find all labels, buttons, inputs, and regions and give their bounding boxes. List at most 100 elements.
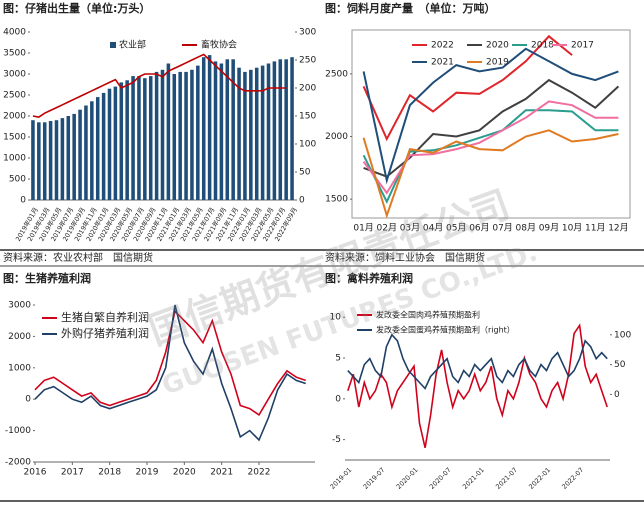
legend-label: 2020 bbox=[486, 41, 509, 51]
series-line bbox=[32, 53, 287, 118]
chart-title: 图：生猪养殖利润 bbox=[3, 271, 91, 285]
x-tick-label: 12月 bbox=[608, 223, 628, 234]
bar bbox=[166, 63, 171, 200]
y-tick-label: 4000 bbox=[3, 28, 26, 38]
legend-label: 2017 bbox=[571, 41, 594, 51]
bar bbox=[284, 59, 288, 200]
bar bbox=[90, 101, 94, 200]
y-tick-label: 0 bbox=[25, 395, 31, 405]
bar bbox=[201, 57, 206, 201]
y-tick-label: -2000 bbox=[5, 458, 31, 468]
x-tick-label: 02月 bbox=[377, 223, 397, 234]
bar bbox=[184, 71, 188, 201]
bar bbox=[272, 61, 277, 201]
y2-tick-label: 0 bbox=[299, 196, 305, 206]
x-tick-label: 06月 bbox=[469, 223, 489, 234]
y-tick-label: 1000 bbox=[8, 363, 31, 373]
x-tick-label: 03月 bbox=[400, 223, 420, 234]
legend-label: 发改委全国肉鸡养殖预期盈利 bbox=[376, 310, 480, 320]
chart-title: 图：饲料月度产量 （单位：万吨） bbox=[325, 1, 496, 15]
y-tick-label: 1500 bbox=[325, 195, 348, 205]
bar bbox=[243, 71, 247, 201]
bar bbox=[219, 63, 224, 200]
bar bbox=[125, 80, 129, 200]
series-line bbox=[347, 323, 608, 448]
y-tick-label: 2000 bbox=[3, 112, 26, 122]
bar bbox=[231, 59, 235, 200]
x-tick-label: 05月 bbox=[446, 223, 466, 234]
bar bbox=[207, 55, 212, 200]
chart-title: 图：禽料养殖利润 bbox=[325, 271, 413, 285]
bar bbox=[137, 76, 141, 200]
legend-label: 2019 bbox=[486, 58, 509, 68]
series-line bbox=[347, 333, 608, 390]
x-tick-label: 2020 bbox=[173, 468, 196, 478]
bar bbox=[84, 105, 88, 200]
x-tick-label: 2020-01 bbox=[395, 466, 420, 491]
x-tick-label: 04月 bbox=[423, 223, 443, 234]
y-tick-label: -1000 bbox=[5, 426, 31, 436]
bar bbox=[119, 82, 124, 200]
legend-label: 发改委全国蛋鸡养殖预期盈利（right） bbox=[376, 325, 515, 335]
bar bbox=[66, 116, 71, 200]
y-tick-label: 2000 bbox=[8, 332, 31, 342]
y-tick-label: 0 bbox=[20, 196, 26, 206]
x-tick-label: 01月 bbox=[353, 223, 373, 234]
bar bbox=[78, 109, 82, 200]
bar bbox=[113, 86, 118, 200]
x-tick-label: 2016 bbox=[24, 468, 47, 478]
legend-label: 2018 bbox=[531, 41, 554, 51]
bar bbox=[160, 69, 165, 200]
x-tick-label: 10月 bbox=[562, 223, 582, 234]
bar bbox=[254, 67, 259, 200]
bar bbox=[95, 97, 100, 200]
legend-label: 生猪自繁自养利润 bbox=[61, 310, 149, 324]
y-tick-label: 10 bbox=[330, 313, 342, 323]
y-tick-label: 3000 bbox=[3, 70, 26, 80]
bar bbox=[178, 71, 182, 201]
bar bbox=[148, 76, 153, 200]
y2-tick-label: 200 bbox=[299, 84, 316, 94]
y-tick-label: 5 bbox=[335, 354, 341, 364]
y2-tick-label: 0 bbox=[614, 390, 620, 400]
y2-tick-label: 300 bbox=[299, 28, 316, 38]
bar bbox=[107, 88, 112, 200]
legend-label: 2022 bbox=[431, 41, 454, 51]
bar bbox=[143, 78, 147, 200]
series-line bbox=[34, 304, 306, 442]
bar bbox=[172, 74, 177, 200]
x-tick-label: 2020-07 bbox=[428, 466, 453, 491]
y2-tick-label: 50 bbox=[614, 360, 626, 370]
bar bbox=[42, 122, 47, 200]
x-tick-label: 07月 bbox=[492, 223, 512, 234]
bar bbox=[72, 113, 76, 200]
x-tick-label: 2019-07 bbox=[362, 466, 387, 491]
y2-tick-label: 100 bbox=[614, 330, 631, 340]
legend-label: 畜牧协会 bbox=[201, 39, 237, 51]
legend-swatch bbox=[110, 42, 116, 48]
bar bbox=[225, 59, 230, 200]
y-tick-label: 1000 bbox=[3, 154, 26, 164]
bar bbox=[266, 63, 271, 200]
bar bbox=[48, 121, 53, 200]
source: 资料来源：饲料工业协会 国信期货 bbox=[325, 251, 485, 264]
bar bbox=[54, 120, 59, 200]
y-tick-label: -5 bbox=[332, 435, 341, 445]
series-line bbox=[362, 47, 619, 185]
y-tick-label: 1500 bbox=[3, 133, 26, 143]
x-tick-label: 2021-07 bbox=[494, 466, 519, 491]
series-line bbox=[362, 129, 619, 219]
x-tick-label: 2019-01 bbox=[329, 466, 354, 491]
series-line bbox=[362, 34, 573, 142]
bar bbox=[101, 92, 106, 200]
x-tick-label: 2019 bbox=[136, 468, 159, 478]
legend-label: 2021 bbox=[431, 58, 454, 68]
y-tick-label: 2500 bbox=[3, 91, 26, 101]
bar bbox=[196, 65, 200, 200]
bar bbox=[60, 118, 65, 200]
y2-tick-label: 150 bbox=[299, 112, 316, 122]
y2-tick-label: 100 bbox=[299, 140, 316, 150]
plot-frame bbox=[351, 29, 631, 219]
bar bbox=[131, 76, 135, 200]
